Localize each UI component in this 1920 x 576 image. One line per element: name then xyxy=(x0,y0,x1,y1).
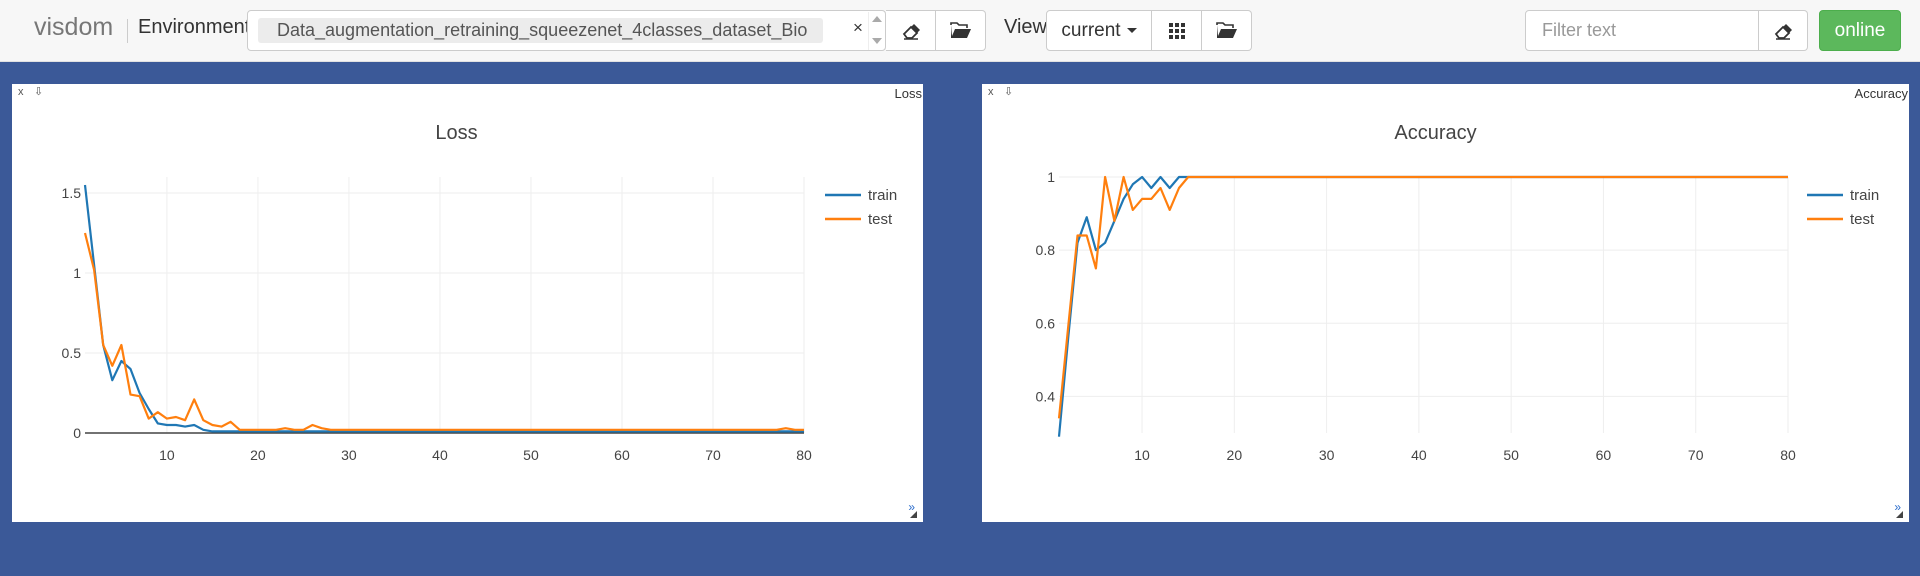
chevron-down-icon xyxy=(1126,28,1137,33)
close-pane-button[interactable]: x xyxy=(988,86,994,98)
y-tick-label: 1 xyxy=(73,265,81,281)
x-tick-label: 20 xyxy=(1227,447,1243,463)
y-tick-label: 0 xyxy=(73,425,81,441)
legend-label-train: train xyxy=(868,187,897,204)
x-tick-label: 40 xyxy=(1411,447,1427,463)
x-tick-label: 80 xyxy=(796,447,812,463)
navbar-divider xyxy=(127,19,128,43)
scroll-up-icon[interactable] xyxy=(872,16,882,22)
grid-icon xyxy=(1168,22,1185,39)
x-tick-label: 70 xyxy=(1688,447,1704,463)
series-line-train xyxy=(83,184,804,433)
x-tick-label: 60 xyxy=(1596,447,1612,463)
x-tick-label: 10 xyxy=(159,447,175,463)
pane-window-title: Loss xyxy=(894,86,922,101)
y-tick-label: 1.5 xyxy=(62,185,82,201)
x-tick-label: 10 xyxy=(1134,447,1150,463)
repack-view-button[interactable] xyxy=(1152,10,1202,51)
x-tick-label: 70 xyxy=(705,447,721,463)
legend-label-test: test xyxy=(868,211,893,228)
loss-chart[interactable]: Loss 10 20 30 40 50 60 70 80 0 0.5 1 1.5 train test xyxy=(12,84,923,522)
chart-title: Loss xyxy=(435,122,477,144)
x-tick-label: 30 xyxy=(1319,447,1335,463)
legend-label-train: train xyxy=(1850,187,1879,204)
brand-logo[interactable]: visdom xyxy=(34,13,114,41)
chart-title: Accuracy xyxy=(1394,122,1476,144)
folder-open-icon xyxy=(949,21,972,40)
download-icon[interactable]: ⇩ xyxy=(1004,86,1014,98)
environment-chip[interactable]: Data_augmentation_retraining_squeezenet_… xyxy=(258,18,823,43)
folder-open-icon xyxy=(1215,21,1238,40)
y-tick-label: 0.4 xyxy=(1036,388,1056,404)
resize-handle-icon[interactable] xyxy=(909,510,918,519)
eraser-icon xyxy=(901,21,921,41)
series-line-test xyxy=(83,232,804,431)
resize-handle-icon[interactable] xyxy=(1895,510,1904,519)
clear-env-button[interactable] xyxy=(886,10,936,51)
y-tick-label: 1 xyxy=(1047,169,1055,185)
x-tick-label: 60 xyxy=(614,447,630,463)
legend-label-test: test xyxy=(1850,211,1875,228)
x-tick-label: 30 xyxy=(341,447,357,463)
view-select-value: current xyxy=(1061,19,1121,41)
view-select[interactable]: current xyxy=(1046,10,1152,51)
manage-env-button[interactable] xyxy=(936,10,986,51)
filter-text-input[interactable] xyxy=(1525,10,1759,51)
close-pane-button[interactable]: x xyxy=(18,86,24,98)
y-tick-label: 0.6 xyxy=(1036,315,1056,331)
x-tick-label: 50 xyxy=(1503,447,1519,463)
download-icon[interactable]: ⇩ xyxy=(34,86,44,98)
loss-plot-pane[interactable]: x ⇩ Loss Loss 10 20 30 40 50 60 70 80 0 0.5 1 1.5 tra… xyxy=(12,84,923,522)
expand-icon[interactable]: » xyxy=(1894,500,1901,514)
series-line-test xyxy=(1057,175,1788,419)
online-status-button[interactable]: online xyxy=(1819,10,1901,51)
environment-label: Environment xyxy=(138,16,251,38)
manage-views-button[interactable] xyxy=(1202,10,1252,51)
series-line-train xyxy=(1057,175,1788,437)
pane-window-title: Accuracy xyxy=(1854,86,1908,101)
top-navbar: visdom Environment Data_augmentation_ret… xyxy=(0,0,1920,62)
clear-environment-button[interactable]: × xyxy=(853,18,863,37)
x-tick-label: 50 xyxy=(523,447,539,463)
x-tick-label: 20 xyxy=(250,447,266,463)
accuracy-chart[interactable]: Accuracy 10 20 30 40 50 60 70 80 0.4 0.6 0.8 1 train t… xyxy=(982,84,1909,522)
clear-filter-button[interactable] xyxy=(1759,10,1808,51)
y-tick-label: 0.5 xyxy=(62,345,82,361)
expand-icon[interactable]: » xyxy=(908,500,915,514)
eraser-icon xyxy=(1773,21,1793,41)
x-tick-label: 40 xyxy=(432,447,448,463)
scroll-down-icon[interactable] xyxy=(872,38,882,44)
environment-scrollbar[interactable] xyxy=(868,12,885,50)
view-label: View xyxy=(1004,16,1047,38)
x-tick-label: 80 xyxy=(1780,447,1796,463)
accuracy-plot-pane[interactable]: x ⇩ Accuracy Accuracy 10 20 30 40 50 60 70 80 0.4… xyxy=(982,84,1909,522)
y-tick-label: 0.8 xyxy=(1036,242,1056,258)
environment-select[interactable]: Data_augmentation_retraining_squeezenet_… xyxy=(247,10,886,51)
